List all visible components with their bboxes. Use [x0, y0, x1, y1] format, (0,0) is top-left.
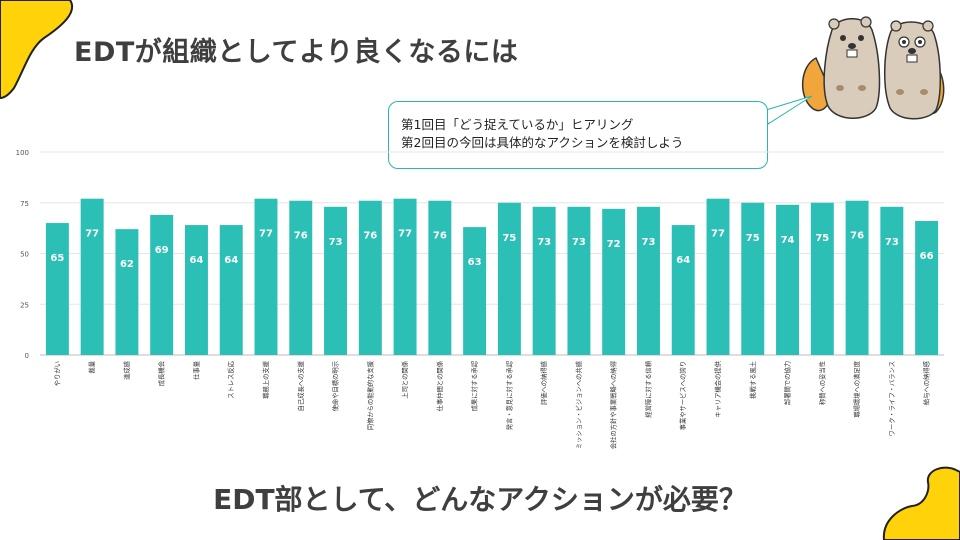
bar[interactable]	[880, 206, 904, 355]
x-tick-label: ミッション・ビジョンへの共感	[574, 360, 583, 449]
x-tick-label: 職務上の支援	[261, 360, 270, 398]
bar[interactable]	[706, 198, 730, 355]
bar[interactable]	[45, 223, 69, 355]
bar[interactable]	[463, 227, 487, 355]
x-tick-label: 成果に対する承認	[470, 360, 479, 411]
data-label: 65	[50, 253, 64, 264]
x-tick-label: 経営陣に対する信頼	[643, 360, 652, 417]
x-tick-label: 仕事仲間との関係	[435, 361, 444, 411]
bar[interactable]	[671, 225, 695, 355]
yellow-blob-bottom-right	[882, 466, 960, 540]
bar[interactable]	[915, 221, 939, 355]
x-tick-label: 会社の方針や事業戦略への納得	[609, 361, 618, 449]
data-label: 69	[155, 245, 169, 256]
bar[interactable]	[810, 202, 834, 355]
y-tick-label: 100	[16, 149, 29, 157]
data-label: 75	[746, 233, 760, 244]
bar[interactable]	[602, 208, 626, 355]
x-tick-label: 同僚からの能動的な支援	[365, 360, 374, 430]
bar[interactable]	[184, 225, 208, 355]
bar[interactable]	[741, 202, 765, 355]
x-tick-label: 評価への納得感	[539, 360, 548, 405]
x-tick-label: 自己成長への支援	[296, 360, 305, 411]
bar[interactable]	[115, 229, 139, 355]
bar[interactable]	[636, 206, 660, 355]
speech-bubble-line-1: 第1回目「どう捉えているか」ヒアリング	[401, 117, 634, 132]
bar[interactable]	[845, 200, 869, 355]
x-tick-label: 称賛への妥当性	[817, 361, 826, 405]
bar-chart: 0 25 50 75 100 65 やりがい 77 裁量 62 達成感 69 成長機会 64 仕事量 64 スト…	[16, 149, 944, 449]
beaver-left	[801, 16, 881, 119]
data-label: 73	[885, 237, 899, 248]
data-label: 76	[363, 231, 377, 242]
bar[interactable]	[80, 198, 104, 355]
data-label: 66	[920, 251, 934, 262]
data-label: 73	[329, 237, 343, 248]
beaver-right	[883, 20, 945, 120]
data-label: 76	[294, 231, 308, 242]
x-tick-label: 仕事量	[191, 360, 200, 380]
x-tick-label: 部署間での協力	[783, 361, 792, 405]
x-tick-label: 上司との関係	[400, 361, 409, 399]
data-label: 73	[537, 237, 551, 248]
x-tick-label: 職場環境への満足度	[852, 360, 861, 417]
x-tick-label: 裁量	[87, 360, 96, 373]
bar[interactable]	[776, 204, 800, 355]
data-label: 77	[398, 229, 412, 240]
speech-bubble-line-2: 第2回目の今回は具体的なアクションを検討しよう	[401, 135, 684, 150]
data-label: 73	[642, 237, 656, 248]
data-label: 63	[468, 257, 482, 268]
x-tick-label: 給与への納得感	[922, 360, 931, 405]
data-label: 64	[190, 255, 204, 266]
bar[interactable]	[497, 202, 521, 355]
discussion-question: EDT部として、どんなアクションが必要？	[213, 483, 747, 516]
x-tick-label: やりがい	[52, 361, 61, 386]
bar[interactable]	[324, 206, 348, 355]
data-label: 64	[224, 255, 238, 266]
x-tick-label: キャリア機会の提供	[713, 360, 722, 417]
bar[interactable]	[289, 200, 313, 355]
x-tick-label: 成長機会	[157, 360, 166, 386]
bar[interactable]	[358, 200, 382, 355]
data-label: 76	[433, 231, 447, 242]
y-tick-label: 50	[20, 251, 29, 259]
x-tick-label: 挑戦する風土	[748, 361, 757, 399]
data-label: 72	[607, 239, 621, 250]
data-label: 75	[815, 233, 829, 244]
x-tick-label: 発言・意見に対する承認	[504, 360, 513, 430]
bar[interactable]	[219, 225, 243, 355]
yellow-blob-top-left	[0, 0, 73, 100]
bar[interactable]	[150, 214, 174, 355]
bar[interactable]	[428, 200, 452, 355]
y-tick-label: 0	[25, 352, 29, 360]
data-label: 76	[850, 231, 864, 242]
bar[interactable]	[393, 198, 417, 355]
x-tick-label: ワーク・ライフ・バランス	[888, 361, 896, 436]
data-label: 77	[85, 229, 99, 240]
x-tick-label: 事業やサービスへの誇り	[678, 361, 687, 430]
bar[interactable]	[532, 206, 556, 355]
bar[interactable]	[254, 198, 278, 355]
data-label: 64	[676, 255, 690, 266]
y-tick-label: 75	[20, 200, 29, 208]
bar[interactable]	[567, 206, 591, 355]
data-label: 74	[781, 235, 795, 246]
x-tick-label: 使命や目標の明示	[331, 361, 340, 411]
x-tick-label: 達成感	[122, 360, 131, 380]
x-tick-label: ストレス反応	[226, 360, 235, 398]
speech-bubble: 第1回目「どう捉えているか」ヒアリング 第2回目の今回は具体的なアクションを検討…	[388, 101, 768, 169]
slide-title: EDTが組織としてより良くなるには	[74, 37, 519, 68]
data-label: 77	[259, 229, 273, 240]
data-label: 73	[572, 237, 586, 248]
data-label: 75	[502, 233, 516, 244]
y-tick-label: 25	[20, 301, 29, 309]
data-label: 62	[120, 259, 134, 270]
data-label: 77	[711, 229, 725, 240]
